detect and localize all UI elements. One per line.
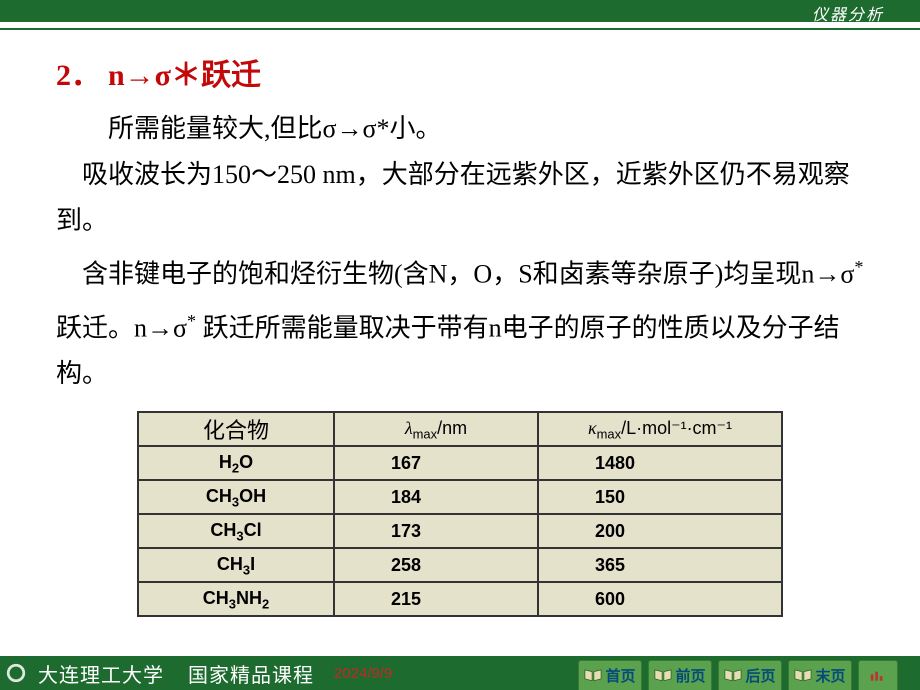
para-3b: 跃迁。n→σ — [56, 313, 187, 342]
nav-button-group: 首页 前页 后页 末页 — [578, 652, 898, 690]
cell-compound: CH3OH — [138, 480, 334, 514]
cell-lambda: 173 — [334, 514, 538, 548]
cell-kappa: 600 — [538, 582, 782, 616]
cell-kappa: 150 — [538, 480, 782, 514]
cell-kappa: 365 — [538, 548, 782, 582]
cell-kappa: 1480 — [538, 446, 782, 480]
nav-extra-button[interactable] — [858, 660, 898, 690]
nav-label: 前页 — [675, 665, 705, 686]
book-icon — [584, 669, 602, 683]
nav-last-button[interactable]: 末页 — [788, 660, 852, 690]
chart-icon — [869, 669, 887, 683]
course-name: 国家精品课程 — [188, 659, 314, 688]
para-1: 所需能量较大,但比σ→σ*小。 — [108, 114, 442, 143]
table-row: H2O 167 1480 — [138, 446, 782, 480]
bottom-left-group: 大连理工大学 国家精品课程 2024/9/9 — [4, 659, 392, 688]
nav-prev-button[interactable]: 前页 — [648, 660, 712, 690]
book-icon — [724, 669, 742, 683]
cell-lambda: 184 — [334, 480, 538, 514]
university-logo-icon — [4, 661, 28, 685]
sigma-star-2: * — [187, 311, 196, 331]
nav-label: 末页 — [815, 665, 845, 686]
top-bar-title: 仪器分析 — [812, 1, 884, 25]
nav-label: 后页 — [745, 665, 775, 686]
slide-date: 2024/9/9 — [334, 665, 392, 682]
table-row: CH3OH 184 150 — [138, 480, 782, 514]
heading-number: 2． — [56, 50, 108, 94]
bottom-bar: 大连理工大学 国家精品课程 2024/9/9 首页 前页 后页 末页 — [0, 656, 920, 690]
body-text: 所需能量较大,但比σ→σ*小。 吸收波长为150～250 nm，大部分在远紫外区… — [56, 106, 864, 397]
table-row: CH3I 258 365 — [138, 548, 782, 582]
cell-lambda: 167 — [334, 446, 538, 480]
cell-compound: CH3NH2 — [138, 582, 334, 616]
cell-lambda: 215 — [334, 582, 538, 616]
top-bar: 仪器分析 — [0, 0, 920, 22]
sigma-star-1: * — [854, 257, 863, 277]
slide-content: 2．n→σ＊跃迁 所需能量较大,但比σ→σ*小。 吸收波长为150～250 nm… — [0, 30, 920, 627]
cell-compound: CH3I — [138, 548, 334, 582]
cell-kappa: 200 — [538, 514, 782, 548]
nav-first-button[interactable]: 首页 — [578, 660, 642, 690]
para-2: 吸收波长为150～250 nm，大部分在远紫外区，近紫外区仍不易观察到。 — [56, 160, 850, 235]
table-wrap: 化合物 λmax/nm κmax/L·mol⁻¹·cm⁻¹ H2O 167 14… — [56, 411, 864, 617]
cell-lambda: 258 — [334, 548, 538, 582]
table-row: CH3Cl 173 200 — [138, 514, 782, 548]
nav-next-button[interactable]: 后页 — [718, 660, 782, 690]
compound-table: 化合物 λmax/nm κmax/L·mol⁻¹·cm⁻¹ H2O 167 14… — [137, 411, 783, 617]
nav-label: 首页 — [605, 665, 635, 686]
table-header-row: 化合物 λmax/nm κmax/L·mol⁻¹·cm⁻¹ — [138, 412, 782, 446]
university-name: 大连理工大学 — [38, 659, 164, 688]
book-icon — [794, 669, 812, 683]
col-header-kappa: κmax/L·mol⁻¹·cm⁻¹ — [538, 412, 782, 446]
col-header-compound: 化合物 — [138, 412, 334, 446]
col-header-lambda: λmax/nm — [334, 412, 538, 446]
cell-compound: CH3Cl — [138, 514, 334, 548]
book-icon — [654, 669, 672, 683]
section-heading: 2．n→σ＊跃迁 — [56, 50, 864, 94]
table-row: CH3NH2 215 600 — [138, 582, 782, 616]
heading-text: n→σ＊跃迁 — [108, 59, 261, 92]
cell-compound: H2O — [138, 446, 334, 480]
para-3a: 含非键电子的饱和烃衍生物(含N，O，S和卤素等杂原子)均呈现n→σ — [82, 260, 854, 289]
